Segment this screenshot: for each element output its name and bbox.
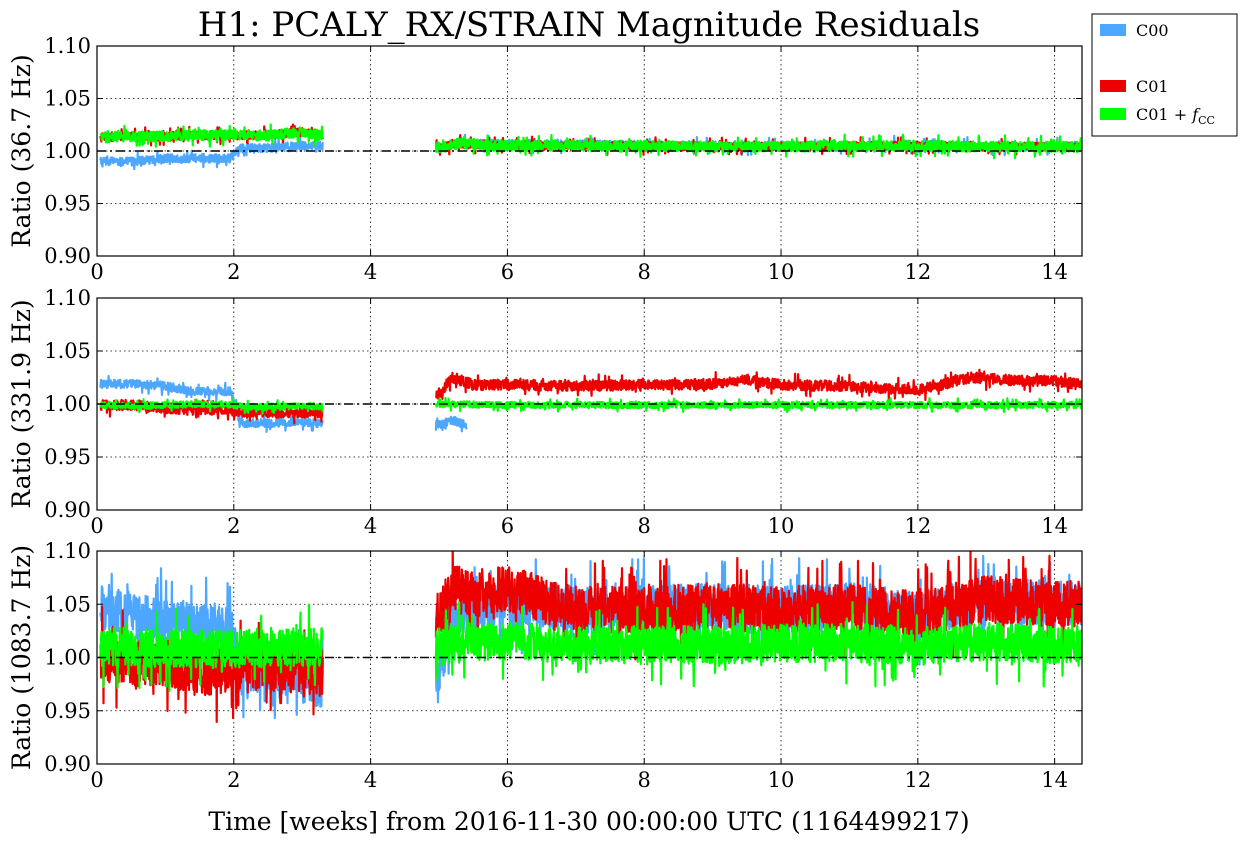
- y-tick-label: 1.00: [44, 646, 91, 670]
- y-tick-label: 1.00: [44, 139, 91, 163]
- legend-entry-c01: C01: [1100, 77, 1169, 96]
- x-tick-label: 14: [1041, 514, 1068, 538]
- x-tick-label: 4: [364, 768, 377, 792]
- x-tick-label: 6: [501, 514, 514, 538]
- legend-label-c01-fcc-sub: CC: [1198, 114, 1215, 127]
- legend: C00 C01 C01 + fCC: [1091, 13, 1238, 137]
- chart-title: H1: PCALY_RX/STRAIN Magnitude Residuals: [198, 5, 980, 45]
- x-tick-label: 0: [90, 514, 103, 538]
- series-line-c00: [99, 374, 468, 433]
- y-tick-label: 1.05: [44, 339, 91, 363]
- x-tick-label: 6: [501, 768, 514, 792]
- x-tick-label: 8: [638, 768, 651, 792]
- y-axis-label: Ratio (1083.7 Hz): [7, 545, 36, 770]
- y-tick-label: 0.95: [44, 445, 91, 469]
- y-tick-label: 1.05: [44, 592, 91, 616]
- y-tick-label: 1.10: [44, 34, 91, 58]
- legend-label-c01-fcc-main: C01 +: [1136, 105, 1192, 124]
- x-tick-label: 2: [227, 514, 240, 538]
- legend-label-c01-fcc-italic: f: [1191, 105, 1201, 124]
- y-tick-label: 0.90: [44, 498, 91, 522]
- x-tick-label: 10: [768, 260, 795, 284]
- y-tick-label: 0.95: [44, 699, 91, 723]
- x-tick-label: 4: [364, 514, 377, 538]
- y-tick-label: 0.95: [44, 192, 91, 216]
- y-axis-label: Ratio (36.7 Hz): [7, 54, 36, 247]
- x-tick-label: 12: [904, 260, 931, 284]
- y-tick-label: 0.90: [44, 752, 91, 776]
- series-line-c01-f-cc: [99, 601, 1082, 692]
- x-tick-label: 14: [1041, 260, 1068, 284]
- legend-swatch-c01: [1100, 80, 1126, 92]
- y-tick-label: 1.10: [44, 539, 91, 563]
- legend-label-c01-fcc: C01 + fCC: [1136, 105, 1215, 127]
- legend-swatch-c00: [1100, 24, 1126, 36]
- y-tick-label: 1.00: [44, 392, 91, 416]
- x-tick-label: 0: [90, 768, 103, 792]
- legend-entry-c01-fcc: C01 + fCC: [1100, 105, 1215, 127]
- x-tick-label: 6: [501, 260, 514, 284]
- legend-entry-c00: C00: [1100, 21, 1169, 40]
- x-tick-label: 8: [638, 514, 651, 538]
- legend-label-c00: C00: [1136, 21, 1169, 40]
- panels-layer: 0 2 4 6 8 10 12 14 0.90 0.95 1.00 1.05 1.10 Ratio (36…: [7, 34, 1083, 792]
- legend-swatch-c01-fcc: [1100, 108, 1126, 120]
- y-tick-label: 0.90: [44, 244, 91, 268]
- y-axis-label: Ratio (331.9 Hz): [7, 299, 36, 508]
- y-tick-label: 1.10: [44, 286, 91, 310]
- x-axis-label: Time [weeks] from 2016-11-30 00:00:00 UT…: [208, 807, 969, 836]
- x-tick-label: 12: [904, 768, 931, 792]
- panel-2: 0 2 4 6 8 10 12 14 0.90 0.95 1.00 1.05 1.10 Ratio (33…: [7, 286, 1083, 538]
- x-tick-label: 2: [227, 260, 240, 284]
- panel-3: 0 2 4 6 8 10 12 14 0.90 0.95 1.00 1.05 1.10 Ratio (10…: [7, 539, 1083, 792]
- x-tick-label: 12: [904, 514, 931, 538]
- x-tick-label: 2: [227, 768, 240, 792]
- x-tick-label: 10: [768, 514, 795, 538]
- x-tick-label: 0: [90, 260, 103, 284]
- legend-label-c01: C01: [1136, 77, 1169, 96]
- x-tick-label: 14: [1041, 768, 1068, 792]
- panel-1: 0 2 4 6 8 10 12 14 0.90 0.95 1.00 1.05 1.10 Ratio (36…: [7, 34, 1083, 284]
- x-tick-label: 8: [638, 260, 651, 284]
- x-tick-label: 4: [364, 260, 377, 284]
- x-tick-label: 10: [768, 768, 795, 792]
- y-tick-label: 1.05: [44, 87, 91, 111]
